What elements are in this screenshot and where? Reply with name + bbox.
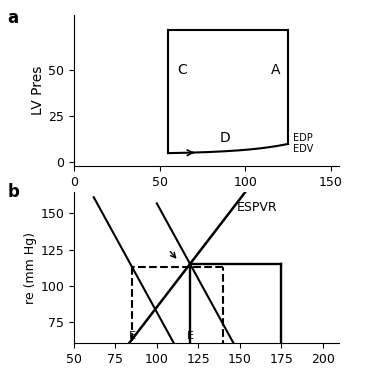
Text: EDP: EDP [293, 133, 313, 144]
Y-axis label: re (mm Hg): re (mm Hg) [24, 231, 37, 304]
Text: D: D [219, 131, 230, 145]
X-axis label: LV Volume (mL): LV Volume (mL) [152, 194, 261, 208]
Text: b: b [7, 183, 19, 201]
Y-axis label: LV Pres: LV Pres [31, 66, 45, 115]
Text: a: a [7, 9, 18, 27]
Text: EDV: EDV [293, 144, 313, 155]
Text: C: C [177, 63, 187, 77]
Text: E: E [128, 331, 135, 341]
Text: E: E [187, 331, 193, 341]
Text: ESPVR: ESPVR [237, 201, 277, 214]
Text: A: A [271, 63, 281, 77]
